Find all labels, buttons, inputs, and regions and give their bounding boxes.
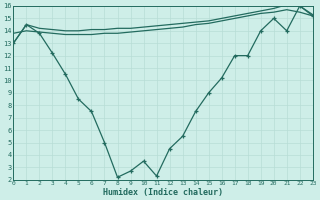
X-axis label: Humidex (Indice chaleur): Humidex (Indice chaleur) (103, 188, 223, 197)
